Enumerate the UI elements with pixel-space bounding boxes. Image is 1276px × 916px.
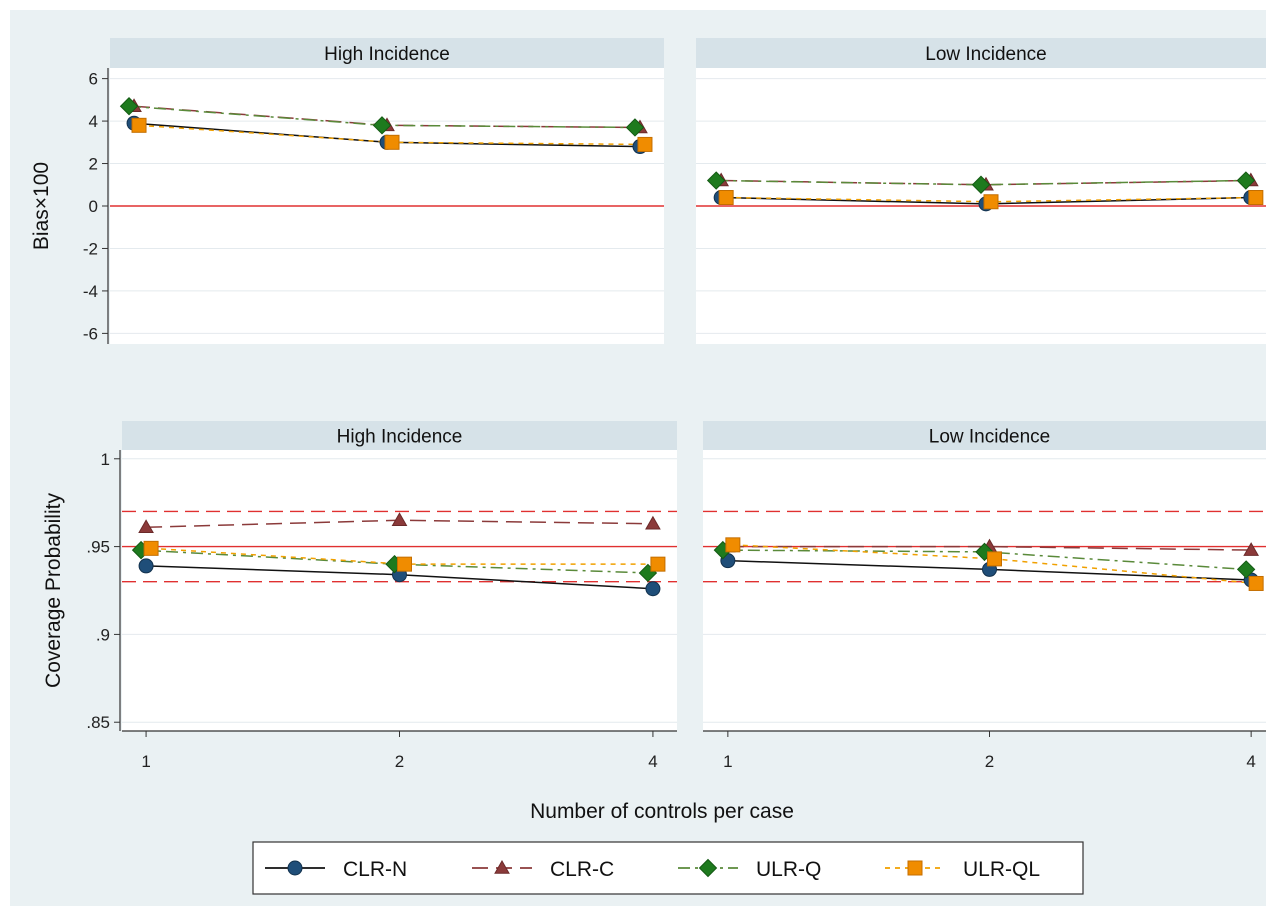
- legend-label-ulr-ql: ULR-QL: [963, 858, 1040, 881]
- legend: CLR-N CLR-C ULR-Q ULR-QL: [252, 841, 1084, 895]
- data-point-ulr-ql: [650, 556, 666, 572]
- data-point-ulr-ql: [143, 540, 159, 556]
- data-point-ulr-q: [372, 116, 392, 135]
- legend-marker-ulr-ql: [907, 860, 923, 876]
- y-tick-label: 1: [101, 450, 110, 469]
- y-tick-label: 0: [89, 197, 98, 216]
- data-point-ulr-ql: [397, 556, 412, 572]
- data-point-ulr-ql: [987, 551, 1002, 567]
- legend-label-ulr-q: ULR-Q: [756, 858, 821, 881]
- panel-title-bottom-left: High Incidence: [337, 427, 463, 448]
- legend-label-clr-c: CLR-C: [550, 858, 614, 881]
- y-tick-label: 6: [89, 70, 98, 89]
- panel-top-right: Low Incidence: [696, 38, 1266, 344]
- panel-bottom-right: Low Incidence 1 2 4: [703, 421, 1266, 771]
- x-tick-label: 2: [985, 752, 994, 771]
- data-point-ulr-ql: [718, 190, 734, 206]
- y-tick-label: -6: [83, 324, 98, 343]
- data-point-ulr-ql: [983, 194, 999, 210]
- x-tick-label: 1: [723, 752, 732, 771]
- data-point-ulr-ql: [1248, 575, 1264, 591]
- y-tick-label: 2: [89, 155, 98, 174]
- y-tick-label: .95: [86, 538, 110, 557]
- y-tick-label: .85: [86, 713, 110, 732]
- strip-header-bottom-right: [703, 421, 1266, 450]
- data-point-ulr-q: [1236, 560, 1256, 579]
- data-point-ulr-q: [1236, 171, 1256, 190]
- data-point-ulr-q: [971, 175, 991, 194]
- data-point-clr-n: [138, 558, 154, 574]
- series-line-clr-c: [727, 545, 1252, 551]
- y-tick-label: -2: [83, 239, 98, 258]
- data-point-clr-c: [645, 515, 661, 530]
- legend-marker-clr-c: [494, 859, 510, 874]
- plot-area-bottom-left: [122, 450, 677, 731]
- strip-header-top-left: [110, 38, 664, 68]
- data-point-ulr-ql: [384, 134, 400, 150]
- y-tick-label: .9: [96, 625, 110, 644]
- panel-title-top-left: High Incidence: [324, 44, 450, 65]
- panel-top-left: High Incidence -6 -4 -2 0 2 4 6 Bias×100: [30, 38, 664, 344]
- y-tick-label: 4: [89, 112, 98, 131]
- figure-canvas: Number of controls per case High Inciden…: [10, 10, 1266, 906]
- panel-bottom-left: High Incidence .85 .9 .95 1 Coverage Probabil…: [42, 421, 677, 771]
- legend-marker-clr-n: [287, 860, 303, 876]
- x-tick-label: 4: [1246, 752, 1255, 771]
- data-point-ulr-q: [706, 171, 726, 190]
- y-axis-title: Bias×100: [30, 162, 53, 250]
- data-point-ulr-ql: [1248, 190, 1264, 206]
- x-tick-label: 1: [141, 752, 150, 771]
- x-tick-label: 2: [395, 752, 404, 771]
- data-point-ulr-q: [119, 97, 139, 116]
- x-tick-label: 4: [648, 752, 657, 771]
- data-point-ulr-ql: [131, 117, 147, 133]
- plot-area-bottom-right: [703, 450, 1266, 731]
- chart-figure: Number of controls per case High Inciden…: [30, 38, 1266, 895]
- panel-title-top-right: Low Incidence: [925, 44, 1046, 65]
- strip-header-top-right: [696, 38, 1266, 68]
- data-point-ulr-ql: [725, 537, 741, 553]
- legend-marker-ulr-q: [698, 858, 718, 878]
- panel-title-bottom-right: Low Incidence: [929, 427, 1050, 448]
- data-point-clr-c: [391, 512, 408, 526]
- y-tick-label: -4: [83, 282, 98, 301]
- data-point-clr-c: [138, 519, 154, 534]
- data-point-clr-n: [645, 581, 661, 597]
- legend-label-clr-n: CLR-N: [343, 858, 407, 881]
- data-point-ulr-ql: [637, 136, 653, 152]
- data-point-clr-c: [1243, 542, 1260, 556]
- strip-header-bottom-left: [122, 421, 677, 450]
- x-axis-title: Number of controls per case: [530, 800, 794, 823]
- data-point-ulr-q: [625, 118, 645, 137]
- legend-box: [252, 841, 1084, 895]
- y-axis-title: Coverage Probability: [42, 493, 65, 688]
